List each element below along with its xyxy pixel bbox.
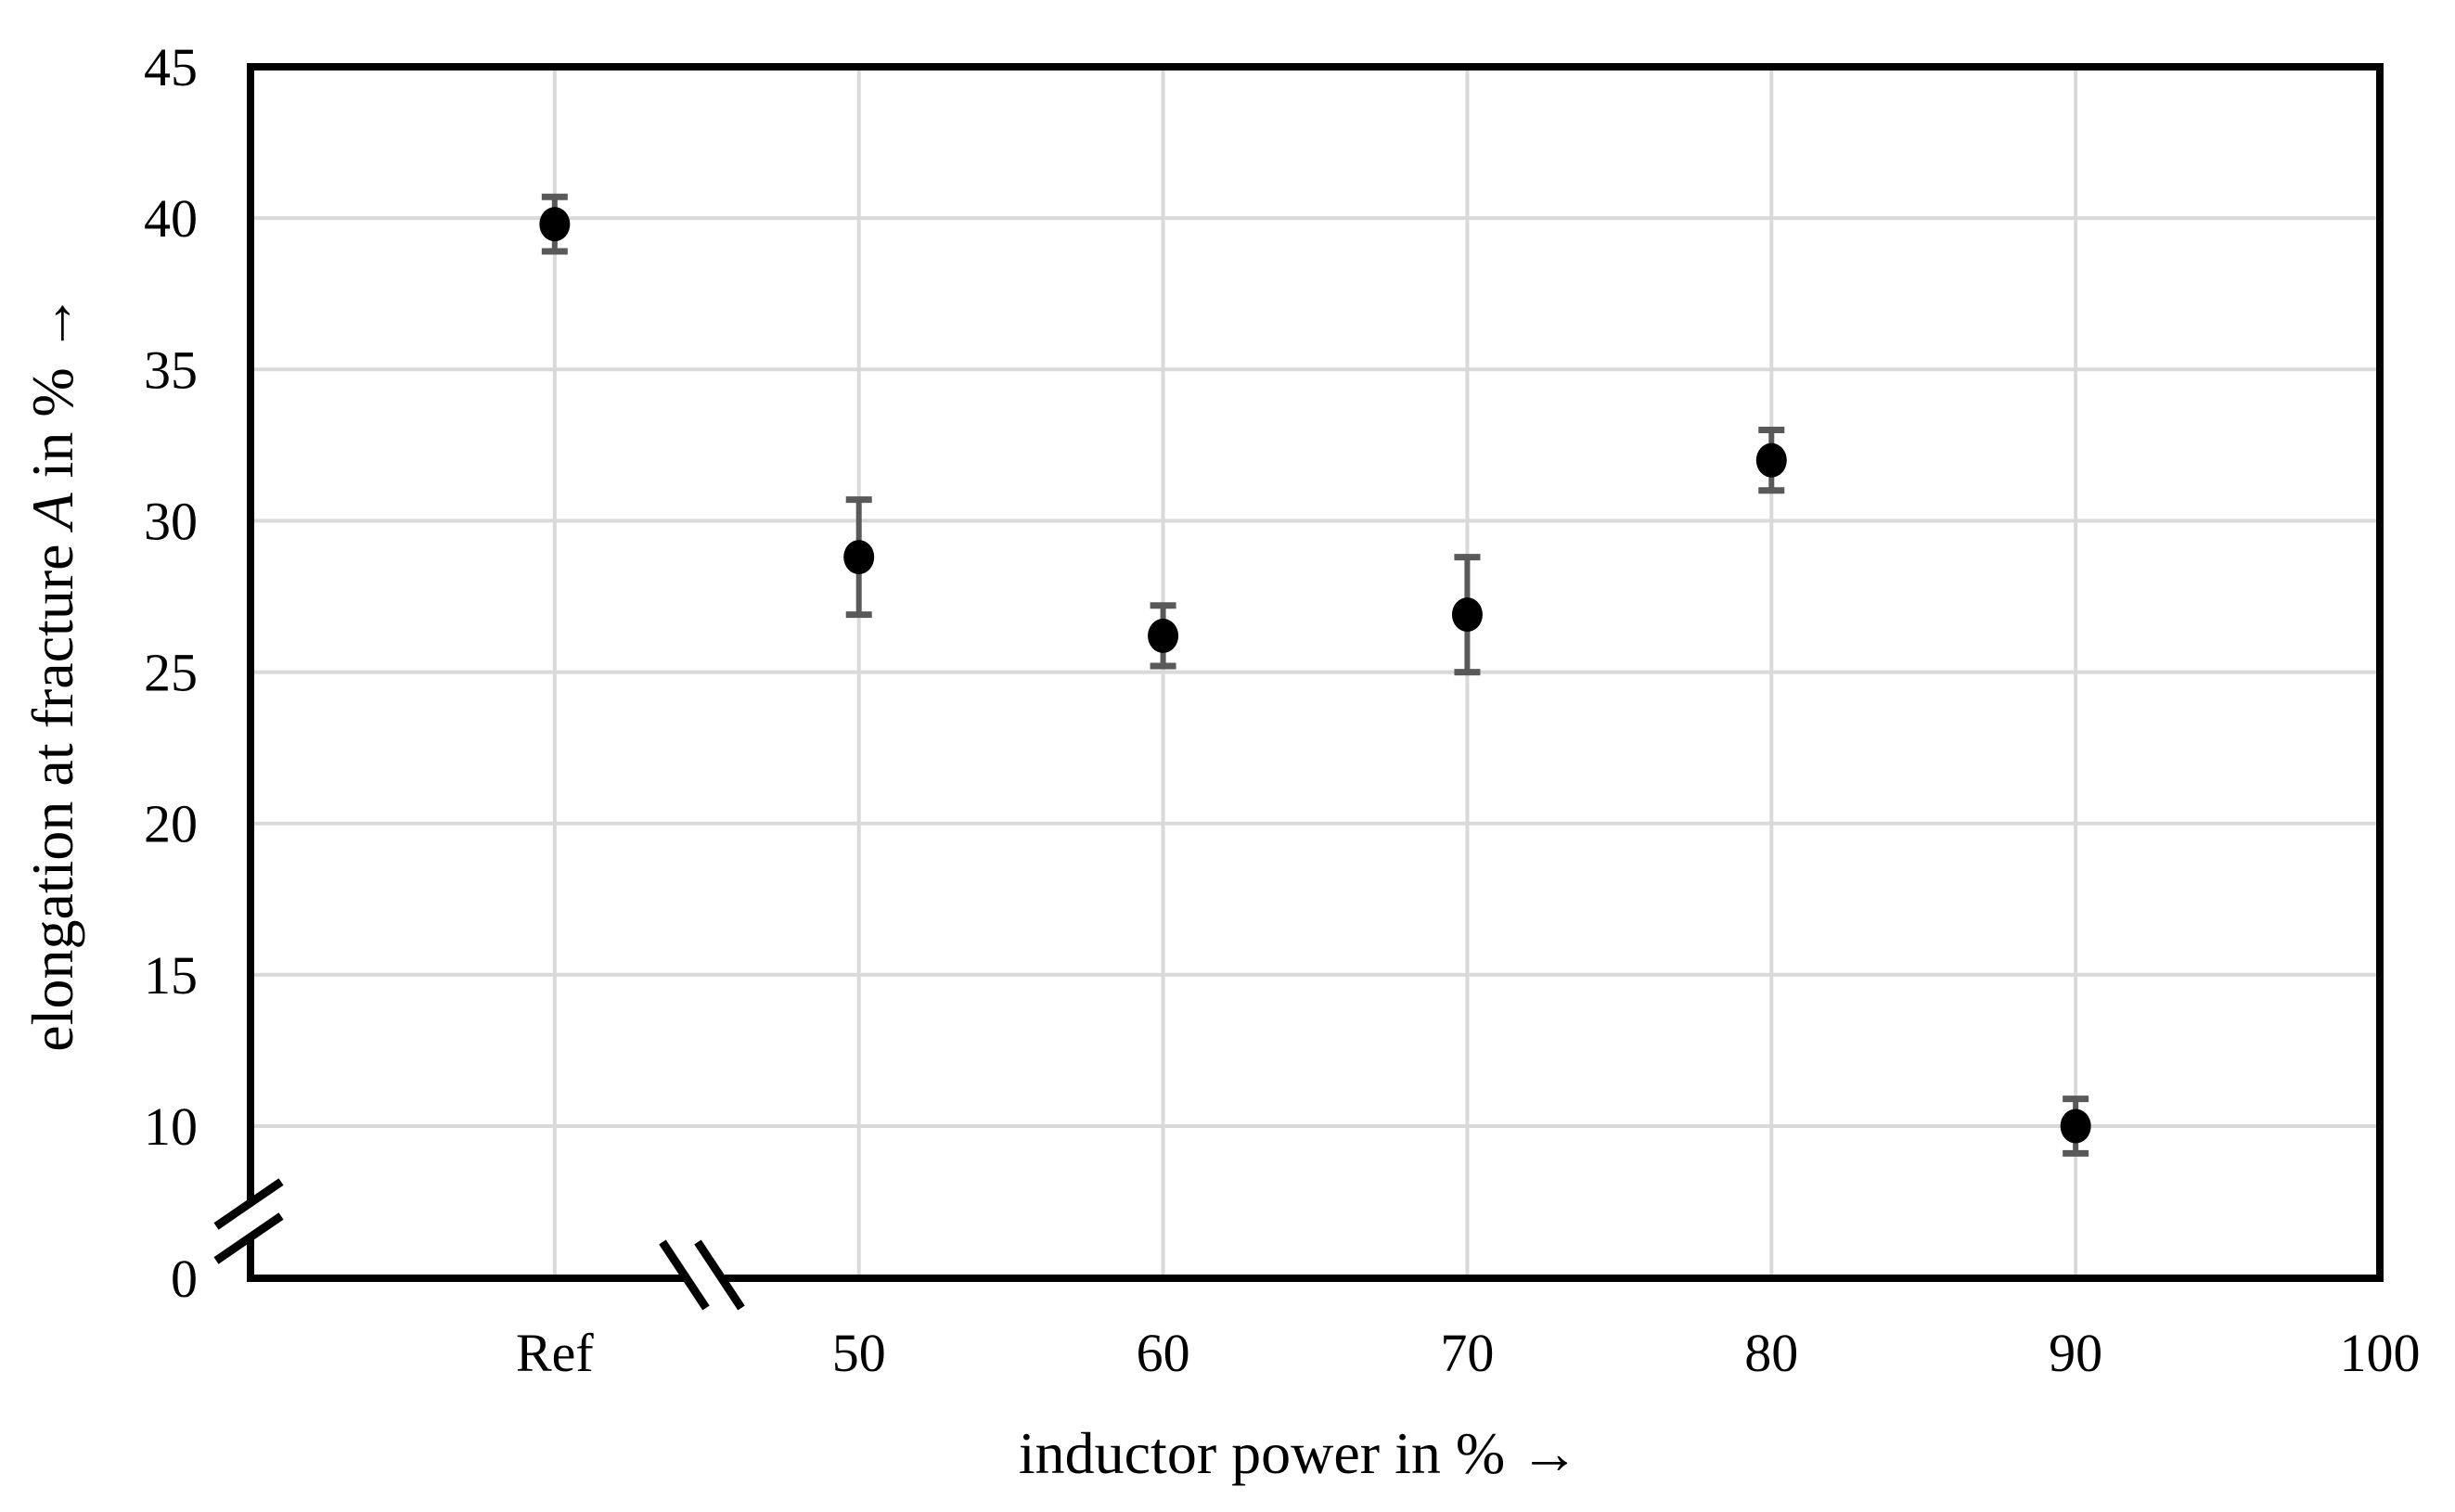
data-point-marker xyxy=(1755,442,1787,478)
plot-border xyxy=(247,63,2384,1282)
y-tick-label: 0 xyxy=(171,1249,198,1309)
data-series-point xyxy=(1755,427,1787,494)
y-tick-label: 35 xyxy=(144,340,198,400)
data-point-marker xyxy=(843,540,875,575)
x-tick-label: 100 xyxy=(2340,1323,2421,1383)
y-axis-title-post: in % → xyxy=(19,293,85,493)
chart-plot-area: 0 10 15 20 25 30 35 40 45 Ref 50 60 70 80 90 100 xyxy=(144,37,2421,1383)
data-series-point xyxy=(843,496,875,619)
data-series-point xyxy=(1451,554,1483,676)
y-axis-title-pre: elongation at fracture xyxy=(19,529,85,1051)
x-tick-label: 70 xyxy=(1440,1323,1494,1383)
x-tick-label: Ref xyxy=(516,1323,594,1383)
x-axis-break-slash xyxy=(694,1239,745,1311)
data-series-point xyxy=(2060,1096,2091,1157)
y-tick-label: 40 xyxy=(144,188,198,249)
data-point-marker xyxy=(1148,618,1179,653)
x-axis-title: inductor power in % → xyxy=(1019,1420,1579,1486)
data-point-marker xyxy=(1451,597,1483,633)
data-series-point xyxy=(539,193,571,255)
x-axis-break-slash xyxy=(659,1239,710,1311)
data-point-marker xyxy=(539,207,571,242)
y-axis-break-slash xyxy=(213,1212,284,1264)
y-axis-break-slash xyxy=(213,1178,284,1230)
y-axis-title-variable: A xyxy=(19,492,85,532)
y-tick-label: 45 xyxy=(144,37,198,97)
x-tick-label: 90 xyxy=(2049,1323,2102,1383)
data-point-marker xyxy=(2060,1108,2091,1144)
y-tick-label: 20 xyxy=(144,794,198,854)
x-tick-label: 60 xyxy=(1137,1323,1190,1383)
data-series-point xyxy=(1148,602,1179,670)
y-tick-label: 30 xyxy=(144,491,198,551)
x-tick-label: 80 xyxy=(1744,1323,1798,1383)
y-tick-label: 25 xyxy=(144,643,198,703)
y-axis-break-gap xyxy=(245,1204,256,1236)
y-axis-title: elongation at fracture A in % → xyxy=(19,293,85,1051)
x-axis-break-gap xyxy=(684,1273,725,1284)
x-tick-label: 50 xyxy=(832,1323,886,1383)
y-tick-label: 15 xyxy=(144,945,198,1006)
y-tick-label: 10 xyxy=(144,1096,198,1157)
